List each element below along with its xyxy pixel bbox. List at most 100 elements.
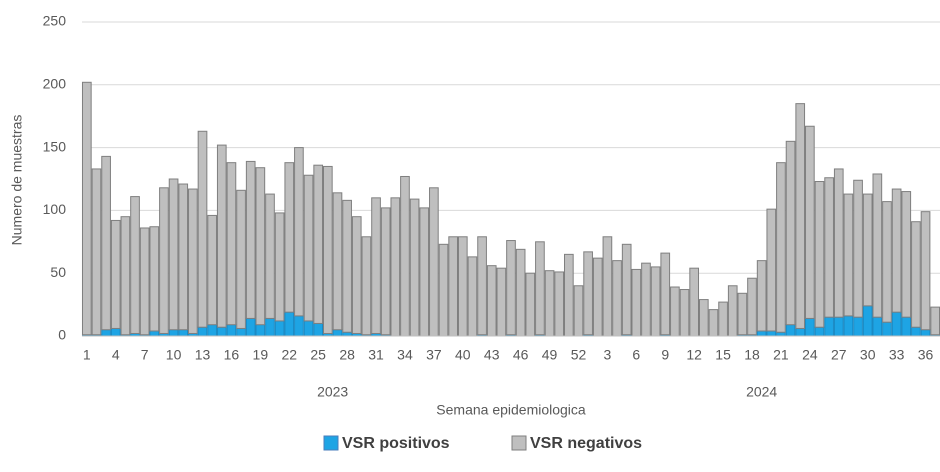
y-tick-label: 0 [58, 327, 66, 343]
bar-segment [139, 227, 150, 336]
bar-segment [226, 324, 237, 337]
bar-segment [564, 253, 574, 337]
bar-segment [149, 330, 160, 337]
bar-segment [795, 327, 806, 337]
x-tick-label: 31 [368, 347, 384, 363]
bar-segment [930, 306, 940, 336]
bar-segment [843, 315, 854, 337]
x-tick-label: 19 [253, 347, 269, 363]
bar-segment [515, 248, 526, 337]
x-tick-label: 52 [571, 347, 587, 363]
x-group-label: 2024 [746, 384, 777, 400]
bar-segment [698, 299, 709, 337]
bar-segment [303, 174, 314, 322]
bar-segment [554, 271, 565, 337]
bar-segment [390, 197, 401, 337]
bar-segment [911, 326, 921, 337]
bar-segment [872, 173, 883, 318]
bar-segment [920, 329, 931, 337]
legend-swatch [511, 435, 527, 451]
bar-segment [833, 168, 844, 318]
bar-segment [708, 309, 719, 337]
bar-segment [843, 193, 854, 317]
bar-segment [400, 175, 410, 337]
bar-segment [612, 260, 622, 337]
x-tick-label: 30 [860, 347, 876, 363]
bar-segment [814, 326, 825, 337]
bar-segment [727, 285, 738, 337]
bar-segment [824, 177, 834, 318]
bar-segment [110, 327, 121, 337]
bar-segment [159, 187, 169, 334]
bar-segment [409, 198, 420, 337]
x-tick-label: 21 [773, 347, 789, 363]
bar-segment [814, 181, 825, 328]
bar-segment [255, 167, 266, 326]
bar-segment [265, 317, 275, 337]
bar-segment [795, 103, 806, 329]
bar-segment [467, 256, 478, 337]
bar-segment [631, 268, 642, 337]
x-tick-label: 36 [918, 347, 934, 363]
bar-segment [457, 236, 468, 337]
x-tick-label: 10 [166, 347, 182, 363]
x-tick-label: 18 [744, 347, 760, 363]
bar-segment [91, 168, 102, 336]
x-tick-label: 13 [195, 347, 211, 363]
bar-segment [901, 191, 912, 318]
bar-segment [438, 243, 449, 337]
bar-segment [265, 193, 275, 319]
bar-segment [805, 125, 815, 319]
x-tick-label: 40 [455, 347, 471, 363]
bar-segment [216, 144, 227, 328]
x-tick-label: 24 [802, 347, 818, 363]
bar-segment [805, 317, 815, 337]
bar-segment [901, 316, 912, 337]
bar-segment [313, 322, 324, 337]
bar-segment [660, 252, 671, 336]
bar-segment [81, 81, 92, 336]
bar-segment [583, 251, 593, 336]
bar-segment [274, 212, 285, 322]
bar-segment [679, 289, 690, 337]
bar-segment [641, 262, 651, 337]
bar-segment [853, 316, 863, 337]
bar-segment [236, 327, 246, 337]
bar-segment [689, 267, 700, 337]
bar-segment [274, 320, 285, 337]
x-tick-label: 1 [83, 347, 91, 363]
bar-segment [342, 331, 352, 337]
x-axis-title: Semana epidemiologica [436, 402, 586, 418]
bar-segment [506, 240, 516, 336]
bar-segment [313, 164, 324, 324]
bar-segment [322, 165, 333, 334]
bar-segment [621, 243, 632, 336]
bar-segment [872, 316, 883, 337]
x-tick-label: 16 [224, 347, 240, 363]
bar-segment [496, 267, 507, 337]
bar-segment [824, 316, 834, 337]
x-tick-label: 22 [281, 347, 297, 363]
bar-segment [332, 329, 343, 337]
bar-segment [920, 211, 931, 331]
bar-segment [303, 320, 314, 337]
bar-segment [592, 257, 603, 337]
bar-segment [120, 216, 131, 336]
bar-segment [756, 260, 767, 332]
bar-segment [149, 226, 160, 332]
bar-segment [911, 221, 921, 328]
bar-segment [371, 197, 381, 334]
bar-segment [544, 270, 555, 337]
bar-segment [833, 316, 844, 337]
bar-segment [419, 207, 430, 337]
x-tick-label: 6 [632, 347, 640, 363]
bar-segment [101, 329, 111, 337]
bar-segment [573, 285, 584, 337]
bar-segment [178, 329, 189, 337]
bar-segment [216, 326, 227, 337]
x-tick-label: 25 [310, 347, 326, 363]
bar-segment [766, 330, 777, 337]
bar-segment [670, 286, 680, 337]
y-tick-label: 250 [43, 13, 67, 29]
